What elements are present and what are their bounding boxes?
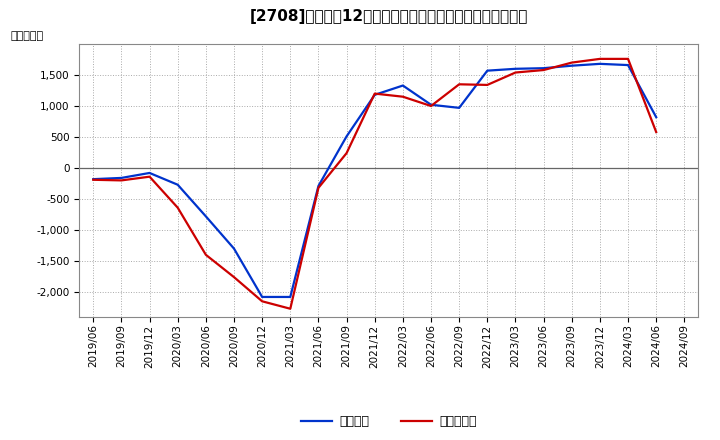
Text: [2708]　利益の12か月移動合計の対前年同期増減額の推移: [2708] 利益の12か月移動合計の対前年同期増減額の推移 xyxy=(250,9,528,24)
経常利益 xyxy=(483,68,492,73)
経常利益 xyxy=(652,114,660,120)
当期純利益 xyxy=(595,56,604,62)
当期純利益 xyxy=(427,103,436,109)
当期純利益 xyxy=(567,60,576,65)
経常利益 xyxy=(455,105,464,110)
経常利益 xyxy=(202,214,210,219)
経常利益 xyxy=(427,102,436,107)
当期純利益 xyxy=(117,178,126,183)
当期純利益 xyxy=(89,177,98,183)
経常利益 xyxy=(342,134,351,139)
当期純利益 xyxy=(314,185,323,191)
経常利益 xyxy=(314,183,323,189)
当期純利益 xyxy=(511,70,520,75)
経常利益 xyxy=(399,83,408,88)
Y-axis label: （百万円）: （百万円） xyxy=(10,31,43,41)
経常利益 xyxy=(567,63,576,68)
経常利益 xyxy=(595,61,604,66)
経常利益 xyxy=(511,66,520,71)
当期純利益 xyxy=(258,299,266,304)
経常利益 xyxy=(174,182,182,187)
経常利益 xyxy=(539,66,548,71)
Line: 経常利益: 経常利益 xyxy=(94,64,656,297)
当期純利益 xyxy=(624,56,632,62)
経常利益 xyxy=(230,246,238,251)
当期純利益 xyxy=(342,150,351,156)
当期純利益 xyxy=(202,252,210,257)
経常利益 xyxy=(258,294,266,300)
経常利益 xyxy=(624,62,632,68)
当期純利益 xyxy=(145,174,154,180)
当期純利益 xyxy=(652,129,660,135)
当期純利益 xyxy=(230,275,238,280)
経常利益 xyxy=(117,175,126,180)
当期純利益 xyxy=(483,82,492,88)
当期純利益 xyxy=(286,306,294,312)
当期純利益 xyxy=(455,82,464,87)
当期純利益 xyxy=(174,205,182,210)
経常利益 xyxy=(145,170,154,176)
Line: 当期純利益: 当期純利益 xyxy=(94,59,656,309)
経常利益 xyxy=(370,92,379,98)
経常利益 xyxy=(89,176,98,182)
当期純利益 xyxy=(399,94,408,99)
当期純利益 xyxy=(370,91,379,96)
経常利益 xyxy=(286,294,294,300)
Legend: 経常利益, 当期純利益: 経常利益, 当期純利益 xyxy=(296,411,482,433)
当期純利益 xyxy=(539,67,548,73)
